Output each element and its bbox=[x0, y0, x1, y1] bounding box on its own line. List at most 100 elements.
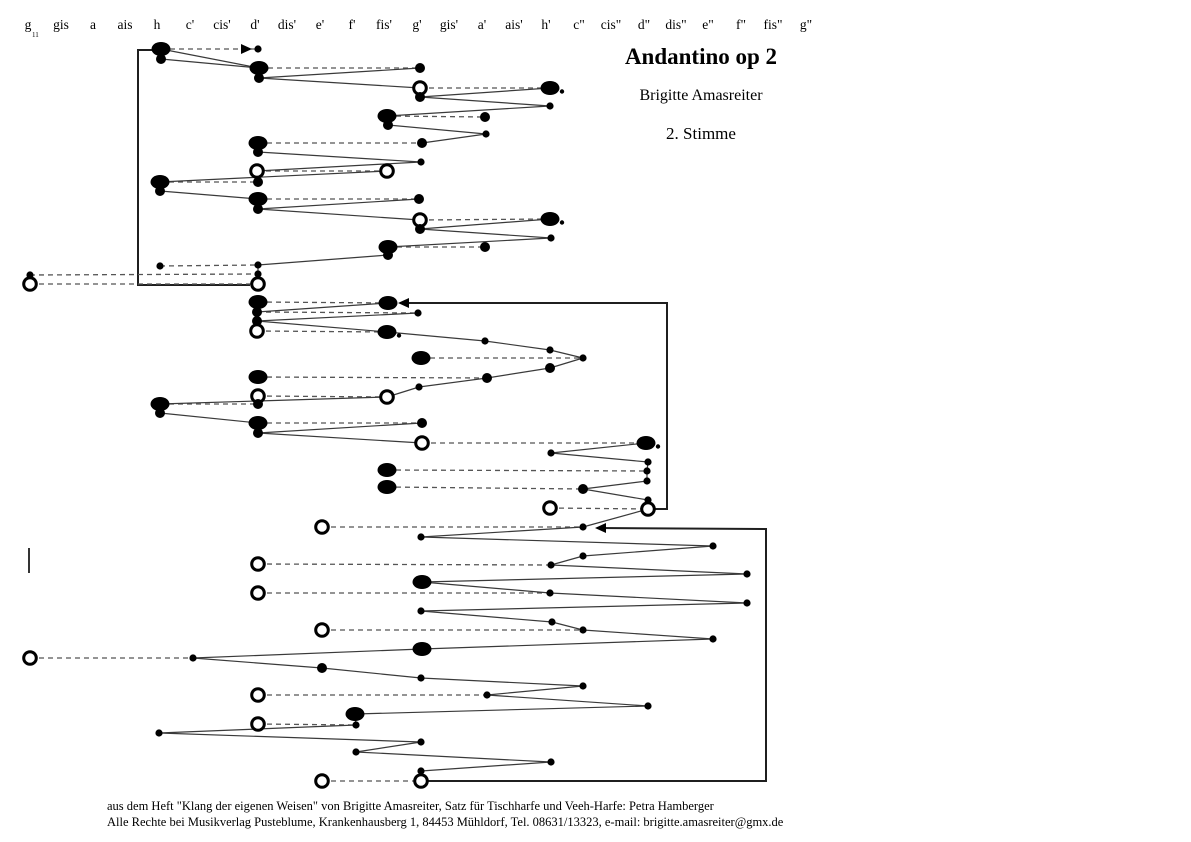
sync-dash-line bbox=[159, 264, 259, 267]
melody-line bbox=[257, 422, 423, 434]
string-label: dis" bbox=[665, 17, 686, 32]
note-open bbox=[22, 276, 38, 292]
melody-line bbox=[419, 87, 551, 98]
sync-dash-line bbox=[386, 115, 486, 118]
note bbox=[540, 212, 560, 226]
string-label: h bbox=[154, 17, 161, 32]
note bbox=[155, 729, 163, 737]
note bbox=[377, 463, 397, 477]
melody-line bbox=[549, 349, 584, 359]
note bbox=[253, 177, 263, 187]
melody-line bbox=[192, 648, 423, 659]
note bbox=[156, 54, 166, 64]
sync-dash-line bbox=[386, 469, 648, 472]
note bbox=[151, 42, 171, 56]
melody-line bbox=[256, 320, 388, 333]
melody-line bbox=[486, 367, 551, 379]
string-label: e" bbox=[702, 17, 714, 32]
note bbox=[415, 383, 423, 391]
note bbox=[377, 325, 397, 339]
melody-line bbox=[550, 564, 748, 575]
melody-line bbox=[256, 302, 389, 313]
note-open bbox=[379, 163, 395, 179]
note bbox=[480, 242, 490, 252]
note bbox=[482, 130, 490, 138]
note bbox=[252, 316, 262, 326]
note-open bbox=[314, 773, 330, 789]
note bbox=[414, 309, 422, 317]
repeat-arrow-icon bbox=[398, 298, 409, 308]
string-label: g bbox=[25, 17, 32, 32]
note bbox=[248, 295, 268, 309]
sync-dash-line bbox=[256, 311, 419, 314]
note bbox=[383, 250, 393, 260]
piece-title: Andantino op 2 bbox=[624, 44, 778, 69]
sync-dash-line bbox=[29, 273, 259, 276]
melody-line bbox=[258, 77, 421, 89]
melody-line bbox=[257, 198, 420, 210]
melody-line bbox=[158, 732, 422, 743]
string-label: d' bbox=[250, 17, 259, 32]
note bbox=[411, 351, 431, 365]
note bbox=[377, 480, 397, 494]
melody-line bbox=[355, 741, 422, 753]
note bbox=[150, 397, 170, 411]
note bbox=[547, 561, 555, 569]
repeat-bracket bbox=[400, 302, 668, 510]
melody-line bbox=[550, 452, 649, 463]
note bbox=[483, 691, 491, 699]
melody-line bbox=[551, 621, 584, 631]
composer-name: Brigitte Amasreiter bbox=[639, 87, 763, 104]
note-open bbox=[542, 500, 558, 516]
repeat-arrow-icon bbox=[595, 523, 606, 533]
augmentation-dot bbox=[396, 333, 402, 338]
note bbox=[545, 363, 555, 373]
note-open bbox=[379, 389, 395, 405]
melody-line bbox=[421, 581, 551, 594]
string-label: fis" bbox=[763, 17, 782, 32]
melody-line bbox=[549, 592, 748, 604]
melody-line bbox=[486, 685, 584, 696]
note bbox=[743, 570, 751, 578]
note bbox=[548, 618, 556, 626]
note bbox=[417, 767, 425, 775]
string-label: f' bbox=[349, 17, 356, 32]
note bbox=[480, 112, 490, 122]
note bbox=[253, 399, 263, 409]
melody-line bbox=[257, 254, 389, 266]
note bbox=[252, 307, 262, 317]
repeat-arrow-icon bbox=[241, 44, 252, 54]
note bbox=[248, 370, 268, 384]
melody-line bbox=[419, 218, 551, 230]
note bbox=[643, 477, 651, 485]
string-label: gis' bbox=[440, 17, 458, 32]
footer-line-1: aus dem Heft "Klang der eigenen Weisen" … bbox=[107, 799, 714, 813]
melody-line bbox=[421, 133, 487, 144]
melody-line bbox=[550, 555, 584, 566]
note-open bbox=[250, 276, 266, 292]
note-open bbox=[250, 716, 266, 732]
note bbox=[546, 589, 554, 597]
note bbox=[643, 467, 651, 475]
string-label: cis" bbox=[601, 17, 622, 32]
note bbox=[547, 234, 555, 242]
note bbox=[709, 542, 717, 550]
note-open bbox=[250, 687, 266, 703]
string-label: g" bbox=[800, 17, 812, 32]
melody-line bbox=[421, 638, 714, 650]
note bbox=[417, 674, 425, 682]
note bbox=[414, 194, 424, 204]
melody-line bbox=[256, 312, 419, 322]
note bbox=[644, 458, 652, 466]
melody-line bbox=[257, 432, 423, 444]
string-label: cis' bbox=[213, 17, 230, 32]
melody-line bbox=[159, 412, 259, 424]
note bbox=[352, 721, 360, 729]
note bbox=[546, 346, 554, 354]
string-label: h' bbox=[541, 17, 550, 32]
melody-line bbox=[419, 96, 551, 107]
note bbox=[417, 607, 425, 615]
sync-dash-line bbox=[419, 218, 551, 221]
footer-credits: aus dem Heft "Klang der eigenen Weisen" … bbox=[107, 799, 783, 830]
